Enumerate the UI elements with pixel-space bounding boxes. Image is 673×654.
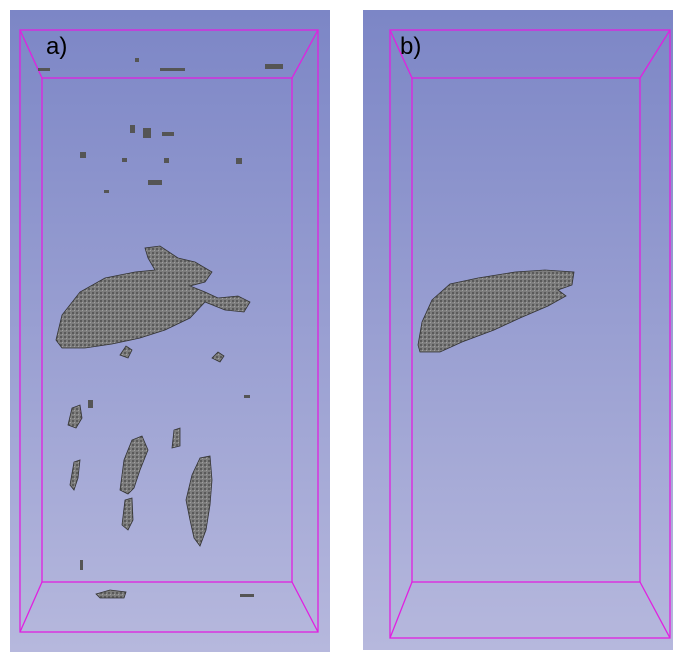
- panel-b: b): [363, 10, 673, 650]
- panel-label: b): [400, 33, 421, 60]
- speck: [88, 400, 93, 408]
- speck: [38, 68, 50, 71]
- speck: [80, 560, 83, 570]
- speck: [164, 158, 169, 163]
- page: a) b) (() => { const data = JSON.parse(d…: [0, 0, 673, 654]
- speck: [80, 152, 86, 158]
- speck: [143, 128, 151, 138]
- speck: [135, 58, 139, 62]
- render-background: [363, 10, 673, 650]
- speck: [265, 64, 283, 69]
- panel-a: a): [10, 10, 330, 652]
- figure: a) b): [0, 0, 673, 654]
- speck: [244, 395, 250, 398]
- speck: [240, 594, 254, 597]
- speck: [122, 158, 127, 162]
- speck: [148, 180, 162, 185]
- speck: [160, 68, 185, 71]
- speck: [130, 125, 135, 133]
- speck: [236, 158, 242, 164]
- speck: [162, 132, 174, 136]
- panel-label: a): [46, 33, 67, 60]
- speck: [104, 190, 109, 193]
